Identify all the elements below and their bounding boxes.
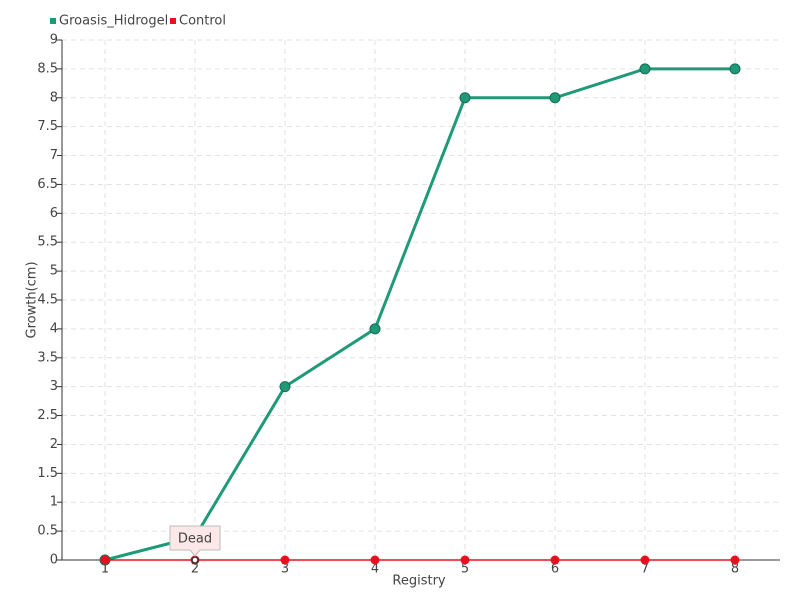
y-tick-label: 6.5 [37,177,58,192]
x-tick-label: 4 [371,562,379,577]
y-tick-label: 5 [50,264,58,279]
x-tick-label: 3 [281,562,289,577]
annotation-label: Dead [178,532,212,547]
x-tick-label: 6 [551,562,559,577]
point [279,381,291,393]
point [459,92,471,104]
annotation-point [191,556,199,564]
point [550,555,560,565]
series-line [104,67,735,562]
y-tick-label: 1.5 [37,466,58,481]
legend-label: Groasis_Hidrogel [59,14,168,29]
y-tick-label: 6 [50,206,58,221]
legend-swatch [170,18,176,24]
y-tick-label: 4.5 [37,293,58,308]
y-axis-title: Growth(cm) [25,261,40,338]
point [640,555,650,565]
point [280,555,290,565]
y-tick-label: 8.5 [37,61,58,76]
y-tick-label: 9 [50,33,58,48]
y-tick-label: 5.5 [37,235,58,250]
y-tick-label: 2 [50,437,58,452]
y-tick-label: 0.5 [37,524,58,539]
x-tick-label: 2 [191,562,199,577]
y-tick-label: 1 [50,495,58,510]
y-tick-label: 0 [50,553,58,568]
y-tick-label: 3.5 [37,350,58,365]
point [100,555,110,565]
point [460,555,470,565]
y-tick-label: 3 [50,379,58,394]
y-tick-label: 7.5 [37,119,58,134]
legend-label: Control [179,14,226,29]
y-tick-label: 2.5 [37,408,58,423]
x-tick-label: 5 [461,562,469,577]
x-tick-label: 7 [641,562,649,577]
point [730,555,740,565]
point [369,323,381,335]
x-tick-label: 8 [731,562,739,577]
point [639,63,651,75]
point [549,92,561,104]
x-axis-title: Registry [392,574,446,589]
point [729,63,741,75]
annotation-box [169,525,221,557]
x-tick-label: 1 [101,562,109,577]
y-tick-label: 8 [50,90,58,105]
y-tick-label: 4 [50,321,58,336]
y-tick-label: 7 [50,148,58,163]
legend-swatch [50,18,56,24]
point [370,555,380,565]
